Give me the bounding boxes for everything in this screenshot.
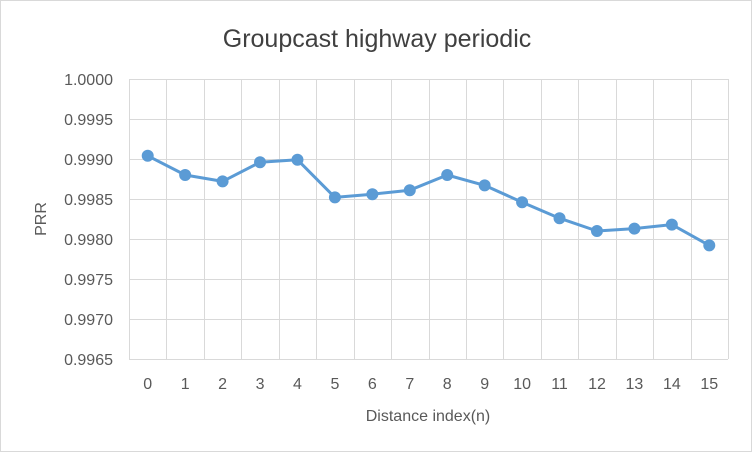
x-tick-label: 15	[700, 376, 718, 393]
data-point	[441, 169, 454, 181]
data-point	[179, 169, 192, 181]
x-tick-label: 4	[293, 376, 302, 393]
y-tick-label: 1.0000	[64, 72, 113, 89]
x-tick-label: 0	[143, 376, 152, 393]
x-tick-label: 11	[551, 376, 568, 393]
y-tick-label: 0.9995	[64, 112, 113, 129]
data-point	[590, 225, 603, 237]
x-tick-label: 9	[480, 376, 489, 393]
data-point	[291, 153, 304, 166]
x-tick-label: 3	[256, 376, 265, 393]
x-tick-label: 13	[626, 376, 644, 393]
data-point	[516, 196, 529, 209]
series-layer	[141, 149, 716, 252]
y-tick-label: 0.9985	[64, 192, 113, 209]
x-tick-label: 5	[330, 376, 339, 393]
data-point	[141, 149, 154, 162]
y-axis-label: PRR	[33, 202, 50, 236]
grid-lines	[129, 79, 729, 360]
data-point	[478, 179, 491, 192]
data-point	[628, 222, 641, 235]
y-tick-label: 0.9980	[64, 232, 113, 249]
x-tick-label: 10	[513, 376, 531, 393]
series-line	[147, 154, 711, 247]
y-tick-label: 0.9975	[64, 272, 113, 289]
chart-title: Groupcast highway periodic	[223, 25, 532, 53]
data-point	[328, 191, 341, 204]
y-tick-label: 0.9965	[64, 352, 113, 369]
x-tick-label: 14	[663, 376, 681, 393]
data-point	[403, 184, 416, 197]
data-point	[366, 188, 379, 201]
x-tick-label: 12	[588, 376, 606, 393]
x-axis-label: Distance index(n)	[366, 408, 491, 425]
x-tick-label: 2	[218, 376, 227, 393]
data-point	[254, 156, 267, 169]
x-axis-tick-labels: 0 1 2 3 4 5 6 7 8 9 10 11 12 13 14 15	[143, 376, 718, 393]
data-point	[216, 175, 229, 188]
x-tick-label: 7	[405, 376, 414, 393]
y-tick-label: 0.9970	[64, 312, 113, 329]
data-point	[665, 218, 678, 231]
y-tick-label: 0.9990	[64, 152, 113, 169]
x-tick-label: 8	[443, 376, 452, 393]
y-axis-tick-labels: 0.9965 0.9970 0.9975 0.9980 0.9985 0.9990 0.99…	[64, 72, 113, 369]
data-point	[703, 239, 716, 252]
data-point	[553, 212, 566, 225]
x-tick-label: 6	[368, 376, 377, 393]
x-tick-label: 1	[181, 376, 190, 393]
